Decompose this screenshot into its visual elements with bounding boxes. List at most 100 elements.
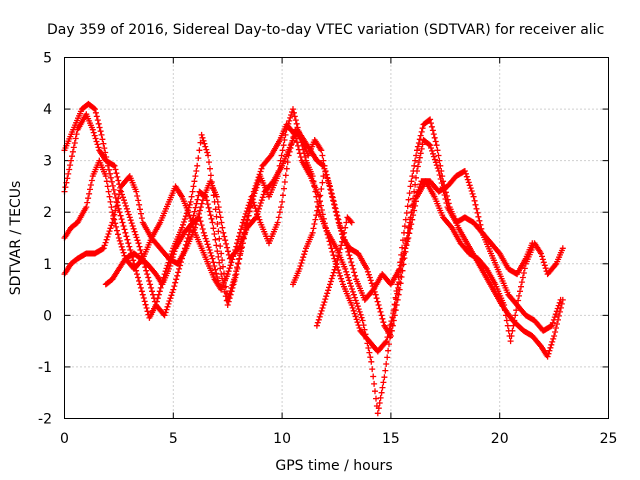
data-point xyxy=(167,295,174,302)
data-point xyxy=(352,297,359,304)
axis-ticks xyxy=(64,57,609,419)
data-point xyxy=(552,329,559,335)
data-point xyxy=(221,233,228,240)
data-point xyxy=(129,223,136,229)
data-point xyxy=(187,198,194,205)
data-point xyxy=(252,182,259,189)
data-point xyxy=(192,224,199,231)
data-point xyxy=(119,219,126,226)
data-point xyxy=(255,205,262,212)
data-point xyxy=(245,202,252,209)
data-point xyxy=(176,265,183,272)
data-point xyxy=(403,242,410,249)
data-point xyxy=(110,186,117,193)
data-point xyxy=(231,278,238,284)
data-point xyxy=(475,213,482,220)
data-point xyxy=(512,312,519,319)
data-point xyxy=(316,313,323,320)
data-point xyxy=(199,197,206,204)
data-point xyxy=(123,233,130,240)
data-point xyxy=(502,307,508,314)
data-point xyxy=(223,240,230,247)
data-point xyxy=(352,272,359,279)
data-point xyxy=(380,379,387,386)
data-point xyxy=(121,200,128,206)
data-point xyxy=(327,183,333,190)
data-point xyxy=(367,354,374,361)
data-point xyxy=(519,274,526,281)
data-point xyxy=(215,228,222,235)
data-point xyxy=(222,237,229,244)
data-point xyxy=(298,260,305,266)
data-point xyxy=(111,211,118,218)
data-point xyxy=(235,260,242,267)
data-point xyxy=(434,165,441,172)
data-point xyxy=(281,185,287,192)
data-point xyxy=(320,157,327,164)
data-point xyxy=(130,225,137,232)
data-point xyxy=(511,317,518,324)
data-point xyxy=(123,205,130,212)
data-point xyxy=(91,132,98,139)
data-point xyxy=(319,211,326,218)
data-point xyxy=(95,144,102,151)
data-point xyxy=(369,283,376,290)
data-point xyxy=(407,183,414,190)
data-point xyxy=(314,319,321,326)
data-point xyxy=(366,274,373,281)
data-point xyxy=(374,298,381,305)
data-point xyxy=(404,236,411,243)
data-point xyxy=(292,117,299,124)
data-point xyxy=(161,312,168,319)
data-point xyxy=(206,159,212,166)
data-point xyxy=(325,287,332,294)
data-point xyxy=(348,283,354,290)
data-point xyxy=(190,183,197,190)
data-point xyxy=(347,280,353,287)
data-point xyxy=(355,322,362,329)
data-point xyxy=(216,281,222,288)
data-point xyxy=(375,405,382,412)
data-point xyxy=(397,280,404,287)
y-tick-label: 4 xyxy=(43,102,52,118)
data-point xyxy=(146,278,153,284)
data-point xyxy=(555,312,562,319)
data-point xyxy=(201,232,208,239)
data-point xyxy=(359,317,366,324)
data-point xyxy=(199,134,206,141)
data-point xyxy=(251,202,258,209)
data-point xyxy=(396,286,403,293)
data-point xyxy=(130,257,137,264)
data-point xyxy=(210,225,217,232)
data-point xyxy=(389,322,396,329)
data-point xyxy=(416,136,423,143)
data-point xyxy=(334,257,341,264)
data-point xyxy=(329,272,336,279)
data-point xyxy=(317,310,324,317)
data-point xyxy=(207,212,214,219)
data-point xyxy=(324,174,331,181)
data-point xyxy=(542,265,549,272)
data-point xyxy=(379,384,386,391)
data-point xyxy=(555,302,562,309)
data-point xyxy=(108,178,115,185)
data-point xyxy=(415,159,422,166)
data-point xyxy=(150,291,156,298)
data-point xyxy=(202,235,209,242)
data-point xyxy=(279,198,286,205)
data-point xyxy=(205,152,212,159)
data-point xyxy=(239,219,246,226)
data-point xyxy=(71,140,78,146)
data-point xyxy=(518,279,525,286)
y-tick-label: -1 xyxy=(38,360,52,376)
data-point xyxy=(117,212,124,219)
x-tick-label: 25 xyxy=(600,431,618,447)
data-point xyxy=(544,353,551,360)
data-point xyxy=(394,296,401,303)
data-point xyxy=(540,259,547,266)
data-point xyxy=(428,120,434,127)
data-point xyxy=(373,295,380,302)
data-point xyxy=(351,269,358,276)
data-point xyxy=(296,265,303,272)
data-point xyxy=(217,265,224,272)
